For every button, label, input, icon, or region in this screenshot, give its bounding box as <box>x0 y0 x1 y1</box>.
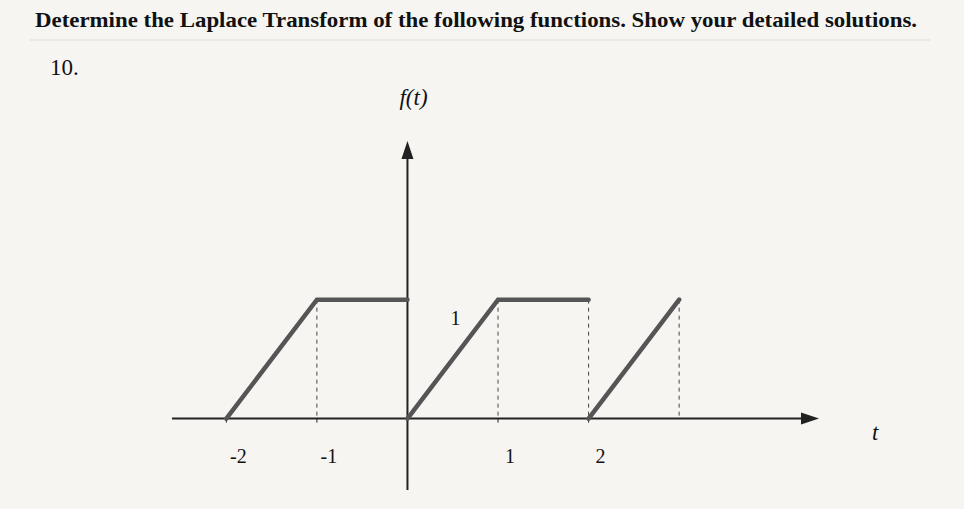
y-tick-label: 1 <box>450 307 460 329</box>
x-axis-arrow <box>801 413 819 425</box>
guide-line <box>588 300 589 419</box>
x-tick-label: -2 <box>230 445 247 467</box>
problem-number: 10. <box>50 55 79 80</box>
x-axis-label: t <box>872 420 879 445</box>
separator <box>30 40 930 41</box>
function-line <box>226 300 679 419</box>
chart: Determine the Laplace Transform of the f… <box>0 0 964 509</box>
x-tick-label: 2 <box>596 445 606 467</box>
y-axis-label: f(t) <box>399 85 427 110</box>
title: Determine the Laplace Transform of the f… <box>35 8 917 32</box>
guide-line <box>316 300 317 419</box>
x-tick <box>316 419 317 423</box>
x-tick-label: 1 <box>505 445 515 467</box>
plot-area <box>226 300 679 419</box>
x-tick-label: -1 <box>321 445 338 467</box>
y-axis-arrow <box>401 141 413 159</box>
guide-line <box>498 300 499 419</box>
x-tick <box>498 419 499 423</box>
x-axis <box>172 418 815 420</box>
guide-line <box>679 300 680 419</box>
y-axis <box>406 145 408 490</box>
